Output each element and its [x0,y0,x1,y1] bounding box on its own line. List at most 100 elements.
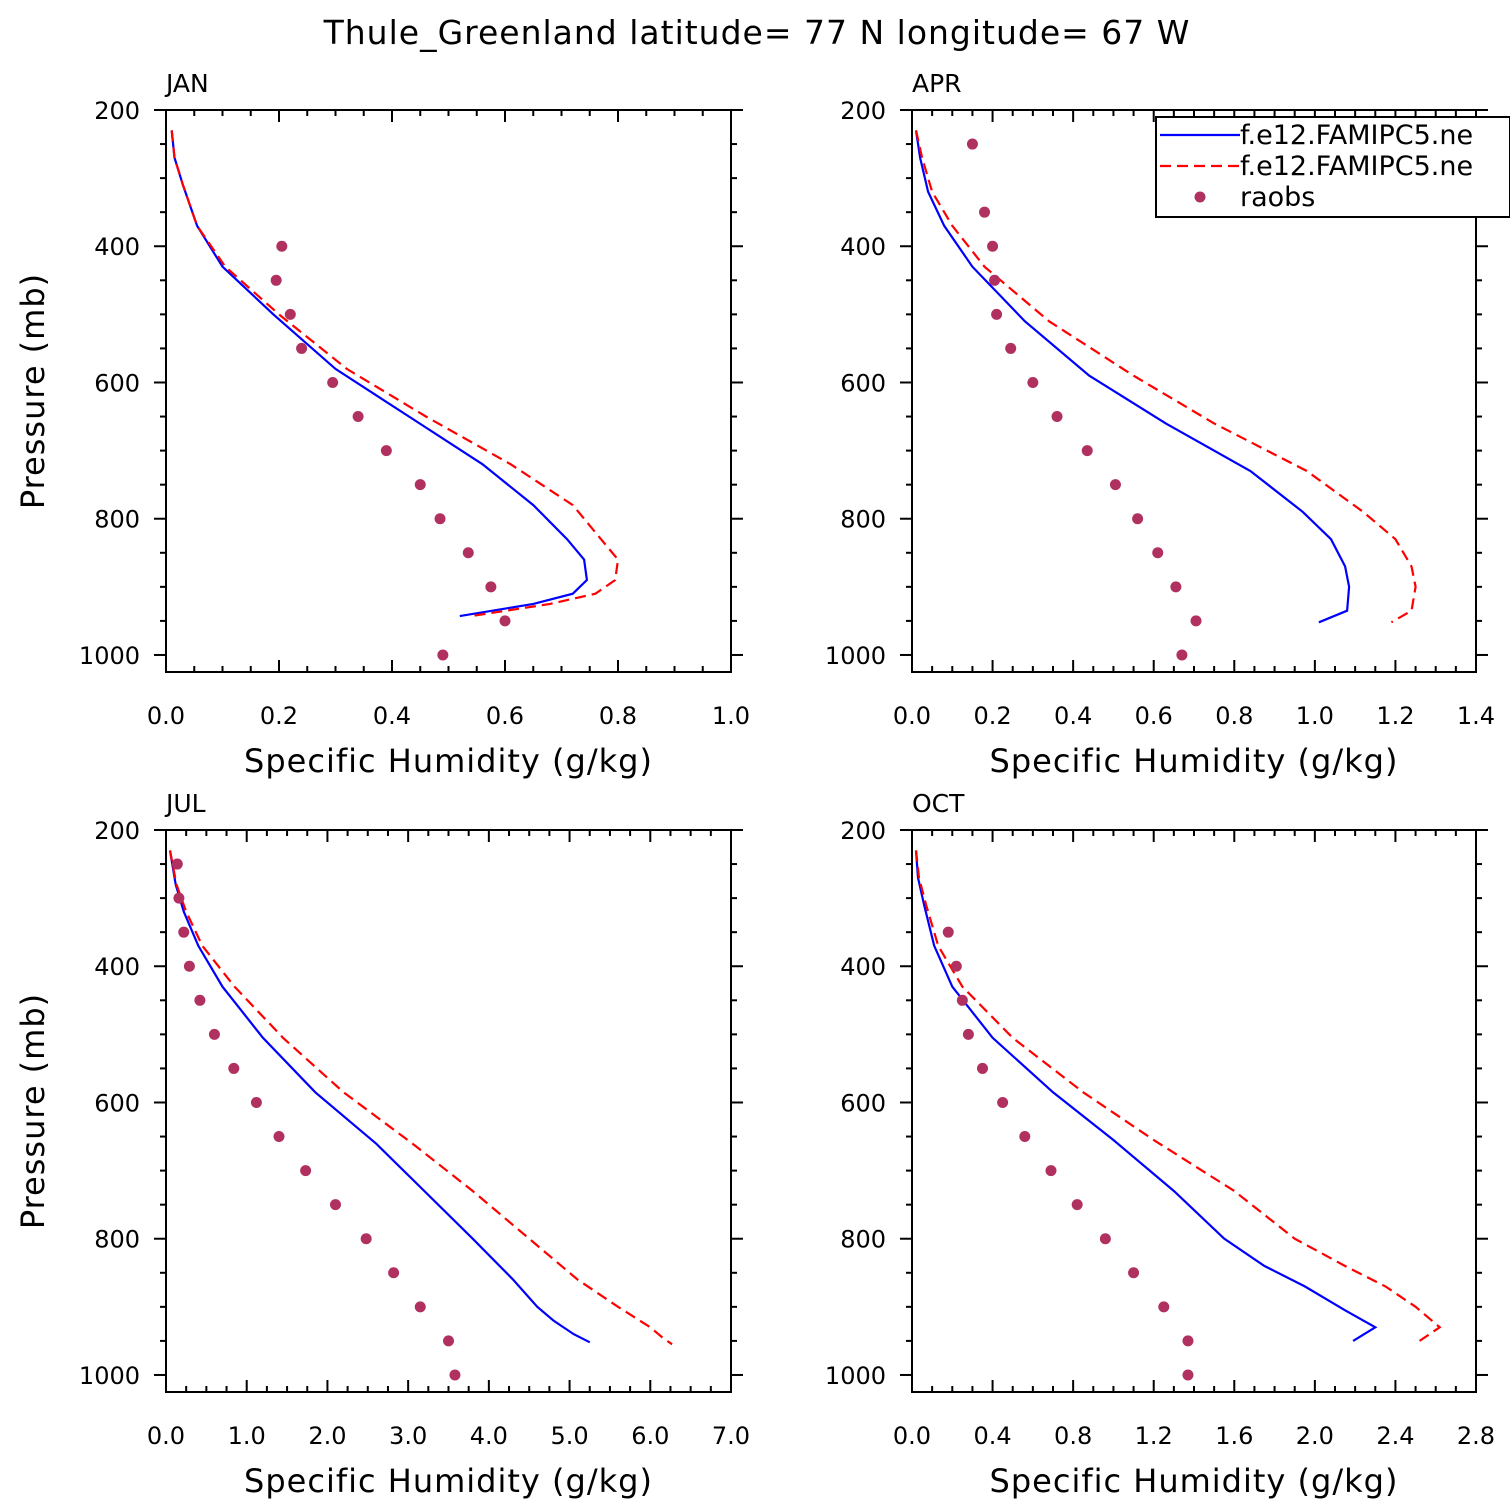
raobs-point [1190,615,1202,627]
y-tick-label: 400 [94,233,140,261]
x-tick-label: 0.8 [1054,1422,1092,1450]
raobs-point [228,1062,240,1074]
raobs-point [273,1131,285,1143]
x-tick-label: 1.2 [1376,702,1414,730]
y-tick-label: 400 [840,233,886,261]
raobs-point [462,547,474,559]
x-tick-label: 1.6 [1215,1422,1253,1450]
x-tick-label: 0.0 [893,1422,931,1450]
raobs-point [977,1062,988,1074]
x-tick-label: 0.2 [260,702,298,730]
raobs-point [950,960,962,972]
y-tick-label: 1000 [825,1362,886,1390]
series-model1-line [168,850,591,1344]
raobs-point [991,308,1003,320]
panel-1: APR 0.0 0.2 0.4 0.6 0.8 1.0 1.2 1.4 200 400 600 800 1… [825,69,1495,780]
raobs-point [284,308,296,320]
raobs-point [270,274,282,286]
y-tick-label: 800 [840,1226,886,1254]
y-tick-label: 800 [94,506,140,534]
y-tick-label: 1000 [79,1362,140,1390]
x-tick-label: 1.2 [1135,1422,1173,1450]
raobs-point [1182,1369,1194,1381]
raobs-point [1005,342,1017,354]
raobs-point [966,138,978,150]
raobs-point [437,649,449,661]
raobs-point [1132,513,1144,525]
x-axis-label: Specific Humidity (g/kg) [990,742,1399,780]
raobs-point [942,926,954,938]
raobs-point [987,240,999,252]
x-tick-label: 0.4 [1054,702,1092,730]
series-model1-line [170,130,589,618]
legend-label: f.e12.FAMIPC5.ne [1240,120,1473,151]
figure-title: Thule_Greenland latitude= 77 N longitude… [323,13,1191,52]
raobs-point [414,1301,426,1313]
series-model2-line [168,850,673,1346]
y-tick-label: 1000 [79,642,140,670]
raobs-point [388,1267,400,1279]
y-tick-label: 600 [840,1089,886,1117]
raobs-point [380,445,392,457]
raobs-point [327,376,339,388]
x-tick-label: 1.0 [712,702,750,730]
raobs-point [449,1369,461,1381]
series-raobs [171,858,461,1381]
raobs-point [1182,1335,1194,1347]
raobs-point [499,615,511,627]
x-tick-label: 0.0 [893,702,931,730]
y-tick-label: 200 [840,817,886,845]
raobs-point [1109,479,1121,491]
y-tick-label: 1000 [825,642,886,670]
x-tick-label: 2.8 [1457,1422,1495,1450]
panels: JAN 0.0 0.2 0.4 0.6 0.8 1.0 200 400 600 800 1000 Spe… [14,69,1495,1500]
y-tick-label: 400 [94,953,140,981]
series-model1-line [914,850,1378,1342]
panel-title: OCT [912,789,965,818]
plot-frame [165,829,732,1393]
y-tick-label: 200 [840,97,886,125]
raobs-point [208,1028,220,1040]
raobs-point [414,479,426,491]
raobs-point [352,411,364,423]
raobs-point [1071,1199,1083,1211]
x-axis-label: Specific Humidity (g/kg) [244,1462,653,1500]
panel-title: JAN [164,69,209,98]
raobs-point [485,581,497,593]
panel-title: APR [912,69,962,98]
x-tick-label: 0.6 [486,702,524,730]
x-axis-label: Specific Humidity (g/kg) [244,742,653,780]
x-tick-label: 0.8 [1215,702,1253,730]
y-tick-label: 400 [840,953,886,981]
raobs-point [1045,1165,1057,1177]
panel-2: JUL 0.0 1.0 2.0 3.0 4.0 5.0 6.0 7.0 200 400 600 800 1… [14,789,750,1500]
raobs-point [979,206,991,218]
panel-0: JAN 0.0 0.2 0.4 0.6 0.8 1.0 200 400 600 800 1000 Spe… [14,69,750,780]
x-tick-label: 0.4 [373,702,411,730]
raobs-point [989,274,1001,286]
series-raobs [966,138,1202,661]
x-tick-label: 0.0 [147,1422,185,1450]
raobs-point [956,994,968,1006]
y-tick-label: 200 [94,97,140,125]
y-tick-label: 600 [840,369,886,397]
legend-label: raobs [1240,182,1315,213]
raobs-point [300,1165,312,1177]
raobs-point [194,994,206,1006]
raobs-point [1027,376,1039,388]
legend-marker-raobs [1194,191,1206,203]
x-tick-label: 1.4 [1457,702,1495,730]
series-raobs [270,240,511,661]
raobs-point [173,892,185,904]
x-tick-label: 2.0 [308,1422,346,1450]
x-axis-label: Specific Humidity (g/kg) [990,1462,1399,1500]
raobs-point [1051,411,1063,423]
raobs-point [250,1096,262,1108]
raobs-point [171,858,183,870]
x-tick-label: 0.2 [973,702,1011,730]
y-axis-label: Pressure (mb) [14,993,52,1229]
raobs-point [330,1199,341,1211]
x-tick-label: 0.8 [599,702,637,730]
